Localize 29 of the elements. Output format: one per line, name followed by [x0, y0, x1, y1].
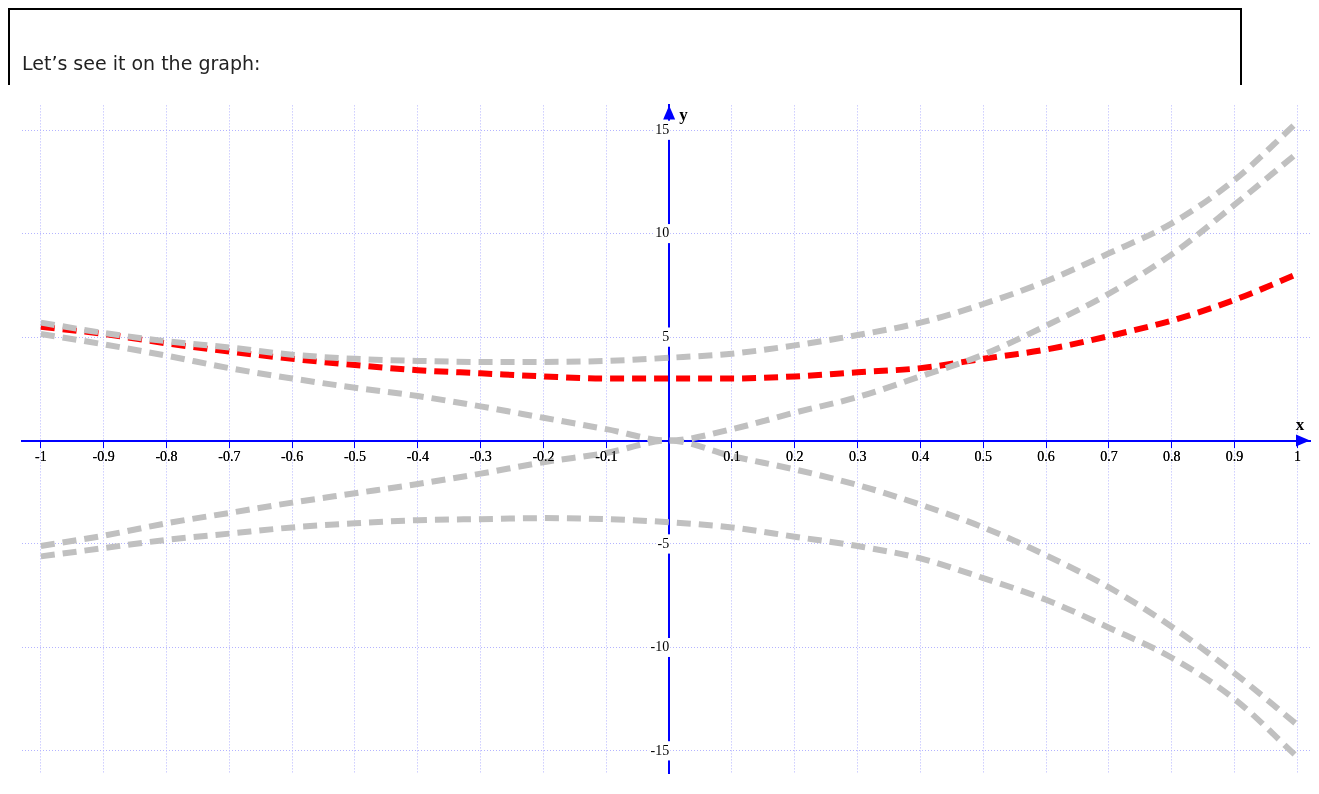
x-axis-title: x	[1295, 415, 1305, 435]
y-tick-label: -5	[657, 535, 670, 551]
x-tick-label: -0.7	[218, 448, 241, 464]
x-tick-label: 0.4	[911, 448, 930, 464]
y-tick-label: -10	[650, 639, 670, 655]
x-tick-label: 0.1	[723, 448, 741, 464]
x-tick-label: -0.8	[155, 448, 178, 464]
y-tick-label: 10	[655, 225, 670, 241]
chart-title: Let’s see it on the graph:	[22, 52, 261, 74]
y-tick-label: 5	[662, 328, 670, 344]
x-tick-label: -0.6	[281, 448, 304, 464]
x-tick-label: 0.7	[1100, 448, 1118, 464]
x-tick-label: 0.5	[974, 448, 993, 464]
x-tick-label: -1	[35, 448, 47, 464]
x-tick-label: -0.1	[595, 448, 618, 464]
x-tick-label: 1	[1293, 448, 1301, 464]
x-tick-label: -0.3	[469, 448, 492, 464]
x-tick-label: -0.9	[92, 448, 115, 464]
x-tick-label: -0.5	[343, 448, 367, 464]
x-tick-label: 0.8	[1163, 448, 1181, 464]
x-tick-label: 0.2	[786, 448, 804, 464]
x-tick-label: -0.2	[532, 448, 555, 464]
x-tick-label: 0.6	[1037, 448, 1055, 464]
x-tick-label: 0.9	[1225, 448, 1244, 464]
x-tick-label: -0.4	[406, 448, 429, 464]
x-tick-label: 0.3	[848, 448, 867, 464]
y-tick-label: 15	[655, 121, 670, 137]
y-axis-title: y	[679, 105, 689, 125]
y-tick-label: -15	[650, 742, 670, 758]
